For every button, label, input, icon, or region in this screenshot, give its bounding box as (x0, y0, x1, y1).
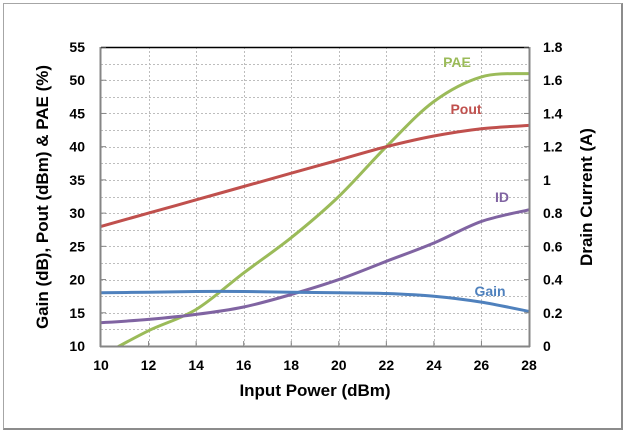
y2-axis-title: Drain Current (A) (577, 128, 596, 266)
series-label-id: ID (495, 189, 509, 205)
x-tick-label: 10 (93, 357, 109, 373)
y-tick-label: 25 (69, 238, 85, 254)
axes (99, 46, 531, 348)
series-line-id (101, 208, 529, 325)
x-tick-label: 28 (521, 357, 537, 373)
y2-tick-label: 0.4 (543, 272, 563, 288)
x-tick-label: 14 (188, 357, 204, 373)
y-axis-ticks: 10 15 20 25 30 35 40 45 50 55 (69, 39, 106, 354)
y-tick-label: 10 (69, 338, 85, 354)
y2-tick-label: 1.8 (543, 39, 563, 55)
series-label-gain: Gain (474, 283, 505, 299)
y-axis-title: Gain (dB), Pout (dBm) & PAE (%) (33, 65, 52, 329)
x-tick-label: 26 (474, 357, 490, 373)
x-tick-label: 18 (283, 357, 299, 373)
series-line-pout (101, 123, 529, 228)
y2-axis-ticks: 0 0.2 0.4 0.6 0.8 1 1.2 1.4 1.6 1.8 (524, 39, 563, 354)
y2-tick-label: 0.8 (543, 205, 563, 221)
y2-tick-label: 0.2 (543, 305, 563, 321)
series-label-pae: PAE (443, 54, 471, 70)
y-tick-label: 45 (69, 105, 85, 121)
y2-tick-label: 1.2 (543, 139, 563, 155)
x-tick-label: 12 (141, 357, 157, 373)
series-label-pout: Pout (450, 101, 481, 117)
y2-tick-label: 0 (543, 338, 551, 354)
y-tick-label: 35 (69, 172, 85, 188)
y-tick-label: 20 (69, 272, 85, 288)
x-tick-label: 20 (331, 357, 347, 373)
y-tick-label: 55 (69, 39, 85, 55)
y-tick-label: 50 (69, 72, 85, 88)
series-labels: PAE Pout ID Gain (443, 54, 509, 299)
x-tick-label: 16 (236, 357, 252, 373)
x-axis-title: Input Power (dBm) (239, 381, 390, 400)
series-lines (101, 72, 529, 346)
x-axis-ticks: 10 12 14 16 18 20 22 24 26 28 (93, 341, 537, 373)
y2-tick-label: 1 (543, 172, 551, 188)
y-tick-label: 15 (69, 305, 85, 321)
series-line-pae (116, 72, 529, 346)
y2-tick-label: 1.6 (543, 72, 563, 88)
x-tick-label: 24 (426, 357, 442, 373)
y-tick-label: 30 (69, 205, 85, 221)
x-tick-label: 22 (379, 357, 395, 373)
series-line-gain (101, 289, 529, 313)
y2-tick-label: 0.6 (543, 238, 563, 254)
y2-tick-label: 1.4 (543, 105, 563, 121)
y-tick-label: 40 (69, 139, 85, 155)
